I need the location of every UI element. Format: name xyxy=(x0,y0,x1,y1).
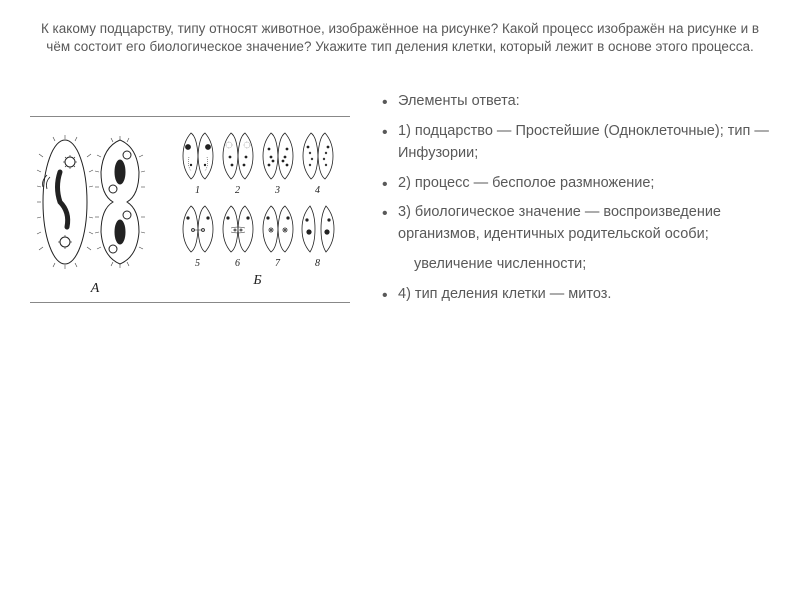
conj-stage-7 xyxy=(259,200,297,258)
answer-item-4: 4) тип деления клетки — митоз. xyxy=(380,284,770,306)
row1-labels: 1 2 3 4 xyxy=(179,185,337,196)
conj-stage-6 xyxy=(219,200,257,258)
conj-stage-5 xyxy=(179,200,217,258)
stage-label-8: 8 xyxy=(299,258,337,269)
conjugation-row-2 xyxy=(179,200,337,258)
conj-stage-2 xyxy=(219,127,257,185)
row2-labels: 5 6 7 8 xyxy=(179,258,337,269)
stage-label-2: 2 xyxy=(219,185,257,196)
panel-b-label: Б xyxy=(253,273,261,289)
answer-item-3: 3) биологическое значение — воспроизведе… xyxy=(380,202,770,246)
panel-a-label: А xyxy=(91,281,100,297)
infusoria-dividing-svg xyxy=(35,127,155,277)
figure-area: А xyxy=(30,116,350,303)
question-title: К какому подцарству, типу относят животн… xyxy=(30,20,770,56)
stage-label-6: 6 xyxy=(219,258,257,269)
conj-stage-3 xyxy=(259,127,297,185)
panel-b: 1 2 3 4 xyxy=(170,127,345,297)
conj-stage-8 xyxy=(299,200,337,258)
stage-label-1: 1 xyxy=(179,185,217,196)
conj-stage-4 xyxy=(299,127,337,185)
conj-stage-1 xyxy=(179,127,217,185)
answer-item-2: 2) процесс — бесполое размножение; xyxy=(380,173,770,195)
stage-label-7: 7 xyxy=(259,258,297,269)
answer-item-1: 1) подцарство — Простейшие (Одноклеточны… xyxy=(380,121,770,165)
stage-label-5: 5 xyxy=(179,258,217,269)
content-row: А xyxy=(30,86,770,313)
stage-label-4: 4 xyxy=(299,185,337,196)
answer-heading: Элементы ответа: xyxy=(380,91,770,113)
panel-a: А xyxy=(35,127,155,297)
conjugation-row-1 xyxy=(179,127,337,185)
stage-label-3: 3 xyxy=(259,185,297,196)
answer-list: Элементы ответа: 1) подцарство — Простей… xyxy=(380,91,770,305)
answer-item-3b: увеличение численности; xyxy=(380,254,770,276)
figure: А xyxy=(30,116,350,303)
answer-area: Элементы ответа: 1) подцарство — Простей… xyxy=(380,86,770,313)
